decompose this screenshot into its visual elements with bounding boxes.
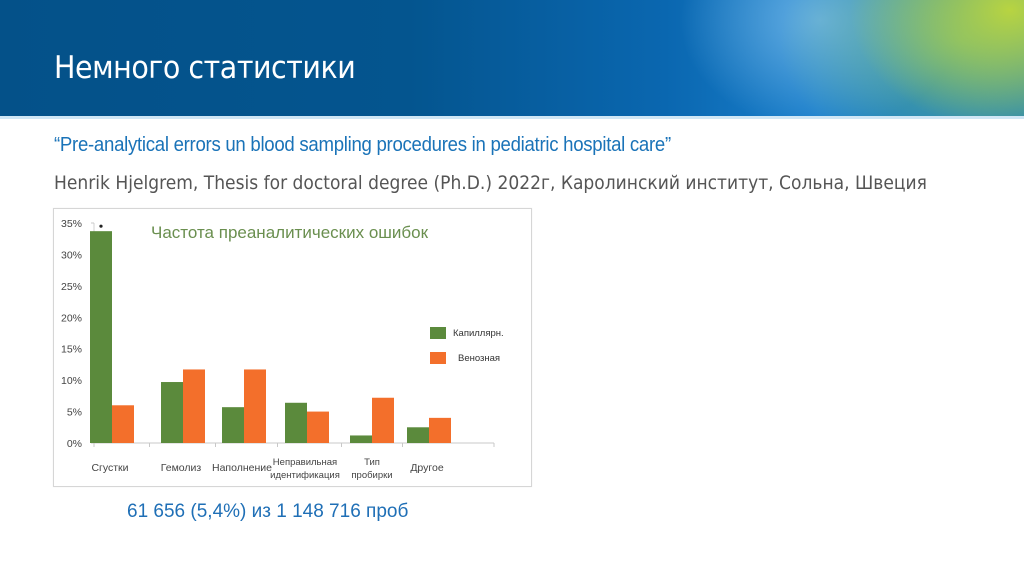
source-title: “Pre-analytical errors un blood sampling… (54, 134, 671, 156)
bar-capillary (161, 382, 183, 443)
bar-venous (372, 397, 394, 443)
y-tick-label: 5% (67, 407, 82, 419)
summary-statistic: 61 656 (5,4%) из 1 148 716 проб (127, 501, 409, 522)
x-category-label: Гемолиз (161, 462, 202, 474)
bar-capillary (90, 231, 112, 443)
bar-venous (244, 369, 266, 443)
bar-capillary (222, 407, 244, 443)
y-tick-label: 15% (61, 344, 82, 356)
legend-swatch-venous (430, 352, 446, 364)
y-tick-label: 35% (61, 218, 82, 230)
chart-canvas: 0% 5% 10% 15% 20% 25% 30% 35% Сгустки Гемолиз Напо… (61, 218, 504, 481)
bar-venous (307, 411, 329, 443)
bar-venous (183, 369, 205, 443)
bar-venous (112, 405, 134, 443)
bar-venous (429, 417, 451, 443)
y-tick-label: 10% (61, 375, 82, 387)
legend-label: Капиллярн. (453, 328, 504, 339)
slide-header (0, 0, 1024, 116)
bar-capillary (350, 435, 372, 443)
chart-title: Частота преаналитических ошибок (151, 223, 429, 242)
x-category-label: пробирки (351, 470, 392, 481)
bar-capillary (285, 402, 307, 443)
x-category-label: Неправильная (273, 457, 337, 468)
header-divider (0, 116, 1024, 119)
y-tick-label: 25% (61, 281, 82, 293)
y-tick-label: 30% (61, 249, 82, 261)
x-category-label: Сгустки (91, 462, 128, 474)
bar-capillary (407, 427, 429, 443)
source-citation: Henrik Hjelgrem, Thesis for doctoral deg… (54, 172, 927, 194)
x-category-label: Наполнение (212, 462, 272, 474)
x-category-label: Тип (364, 457, 380, 468)
x-category-label: идентификация (270, 470, 340, 481)
page-title: Немного статистики (54, 50, 356, 86)
y-tick-label: 0% (67, 438, 82, 450)
legend-swatch-capillary (430, 327, 446, 339)
legend-label: Венозная (458, 353, 500, 364)
bar-chart: 0% 5% 10% 15% 20% 25% 30% 35% Сгустки Гемолиз Напо… (53, 208, 532, 487)
y-tick-label: 20% (61, 312, 82, 324)
significance-marker (99, 224, 103, 228)
x-category-label: Другое (410, 462, 444, 474)
